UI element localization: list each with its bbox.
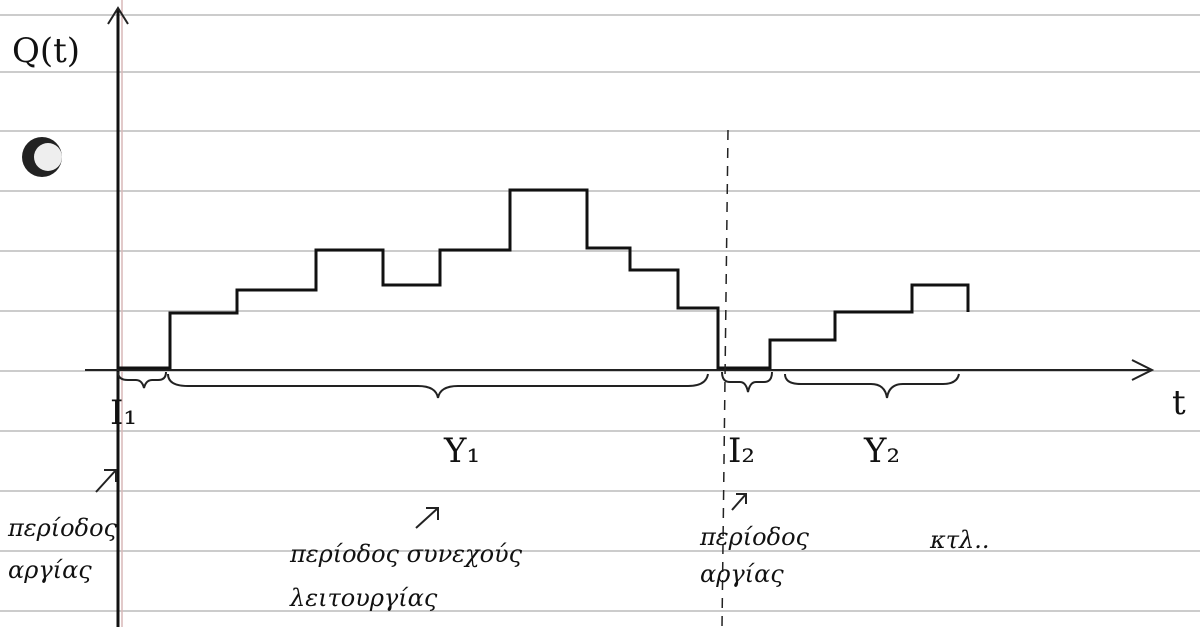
note-line: περίοδος [7,514,118,542]
note-line: αργίας [700,560,784,588]
period-label: Y₁ [443,431,480,471]
note-line: περίοδος [699,523,810,551]
punch-hole-shade [34,143,62,171]
period-label: Y₂ [863,431,900,471]
period-label: I₂ [728,431,755,471]
diagram: Q(t) t I₁ Y₁ I₂ Y₂ περίοδος αργίας περίο… [0,0,1200,627]
note-line: αργίας [8,556,92,584]
queue-length-steps [118,190,968,368]
y-axis-label: Q(t) [12,31,80,71]
note-arrows [96,470,746,528]
x-axis-label: t [1172,383,1186,423]
axes [85,8,1152,627]
braces [118,372,959,398]
note-line: περίοδος συνεχούς [289,540,523,568]
period-label: I₁ [110,393,137,433]
note-line: λειτουργίας [289,584,438,612]
note-line: κτλ.. [929,526,989,554]
